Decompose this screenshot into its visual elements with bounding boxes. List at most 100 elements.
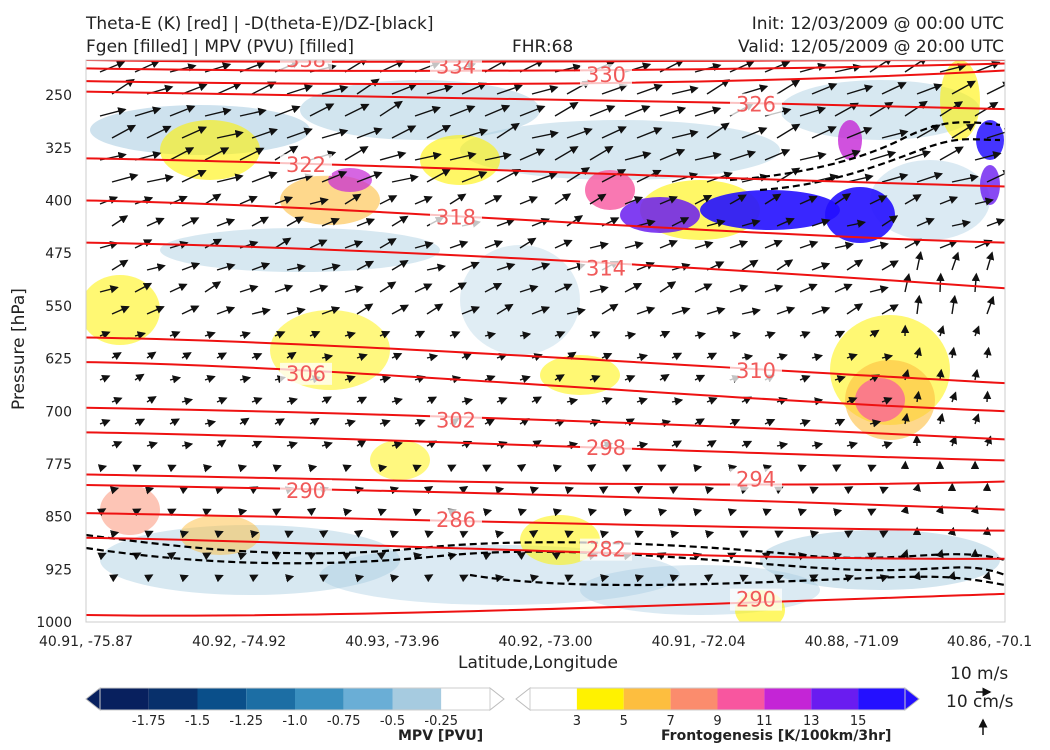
wind-arrow [251, 216, 270, 227]
wind-arrow [356, 353, 368, 362]
wind-arrow [531, 306, 551, 315]
wind-arrow [881, 396, 893, 405]
field-patch [328, 168, 372, 192]
wind-arrow [517, 508, 527, 517]
stability-contour-line [469, 573, 1005, 587]
theta-e-line [86, 361, 1005, 413]
wind-arrow [706, 396, 718, 405]
wind-arrow [936, 368, 945, 381]
wind-arrow [376, 551, 387, 561]
theta-e-label: 338 [286, 48, 326, 72]
theta-e-label-bg [280, 362, 332, 385]
wind-arrow [426, 263, 446, 272]
wind-arrow [809, 530, 820, 539]
wind-arrow [904, 238, 923, 249]
wind-arrow [881, 129, 909, 139]
wind-arrow [727, 508, 738, 517]
wind-arrow [356, 303, 374, 315]
theta-e-label: 286 [436, 508, 476, 532]
wind-arrow [729, 194, 747, 205]
wind-arrow [900, 504, 909, 515]
field-patch [160, 120, 260, 180]
wind-arrow [216, 129, 244, 139]
wind-arrow [484, 418, 496, 427]
wind-arrow [447, 464, 457, 473]
wind-arrow [729, 284, 749, 293]
wind-arrow [694, 106, 722, 117]
wind-arrow [811, 218, 831, 227]
wind-arrow [727, 464, 738, 473]
mpv-colorbar-segment [392, 688, 442, 710]
theta-e-line [86, 199, 1005, 244]
vector-key-horizontal: 10 m/s [950, 664, 1009, 684]
wind-arrow [286, 351, 297, 360]
wind-arrow [216, 173, 244, 183]
wind-arrow [900, 548, 909, 559]
theta-e-label-bg [730, 468, 782, 491]
field-patch [585, 170, 635, 210]
wind-arrow [286, 307, 306, 316]
theta-e-label: 326 [736, 92, 776, 116]
wind-arrow [484, 195, 503, 205]
wind-arrow [622, 508, 633, 517]
wind-arrow [391, 352, 403, 361]
wind-arrow [519, 331, 532, 340]
fgen-colorbar-title: Frontogenesis [K/100km/3hr] [661, 728, 892, 744]
wind-arrow [729, 150, 757, 161]
theta-e-label: 298 [586, 436, 626, 460]
wind-arrow [834, 375, 846, 384]
wind-arrow [461, 306, 481, 315]
wind-arrow [321, 170, 348, 183]
wind-arrow [309, 330, 321, 339]
wind-arrow [986, 295, 995, 315]
wind-arrow [949, 391, 957, 403]
wind-arrow [986, 170, 1005, 183]
field-patch [855, 378, 905, 422]
wind-arrow [389, 486, 400, 495]
wind-arrow [774, 574, 784, 583]
x-tick-label: 40.92, -73.00 [498, 634, 592, 650]
wind-arrow [321, 128, 349, 139]
mpv-colorbar-tick-label: -1.75 [132, 714, 166, 729]
wind-arrow [601, 397, 613, 405]
y-axis-ticks: 250 325 400 475 550 625 700 775 850 925 1000 [36, 88, 72, 631]
wind-arrow [134, 282, 153, 293]
wind-arrow [378, 464, 388, 473]
wind-arrow [181, 217, 200, 227]
wind-arrow [379, 281, 397, 293]
wind-arrow [238, 508, 248, 517]
wind-arrow [204, 238, 223, 249]
wind-arrow [146, 441, 158, 450]
wind-arrow [671, 440, 683, 449]
theta-e-label-bg [580, 538, 632, 561]
wind-arrow [461, 352, 473, 361]
wind-arrow [809, 574, 819, 583]
wind-arrow [146, 174, 174, 183]
wind-arrow [181, 169, 207, 183]
wind-arrow [947, 570, 956, 581]
field-patch [160, 228, 440, 272]
wind-arrow [344, 240, 364, 249]
wind-arrow [214, 486, 225, 495]
wind-arrow [286, 263, 306, 272]
wind-arrow [495, 486, 505, 495]
wind-arrow [586, 464, 597, 473]
wind-arrow [983, 346, 992, 359]
wind-arrow [146, 217, 165, 227]
fgen-colorbar-segment [717, 688, 765, 710]
wind-arrow [426, 353, 439, 362]
theta-e-line [86, 473, 1005, 486]
wind-arrow [484, 151, 512, 161]
wind-arrow [834, 330, 846, 339]
wind-arrow [903, 273, 912, 293]
wind-arrow [670, 530, 680, 539]
wind-arrow [271, 552, 282, 561]
fgen-colorbar-tick-label: 5 [620, 714, 628, 729]
wind-arrow [449, 240, 469, 249]
stability-contour-line [729, 121, 1001, 182]
wind-arrow [111, 396, 123, 405]
wind-arrow [239, 107, 267, 117]
fgen-colorbar-tick-label: 11 [756, 714, 773, 729]
wind-arrow [939, 239, 958, 249]
